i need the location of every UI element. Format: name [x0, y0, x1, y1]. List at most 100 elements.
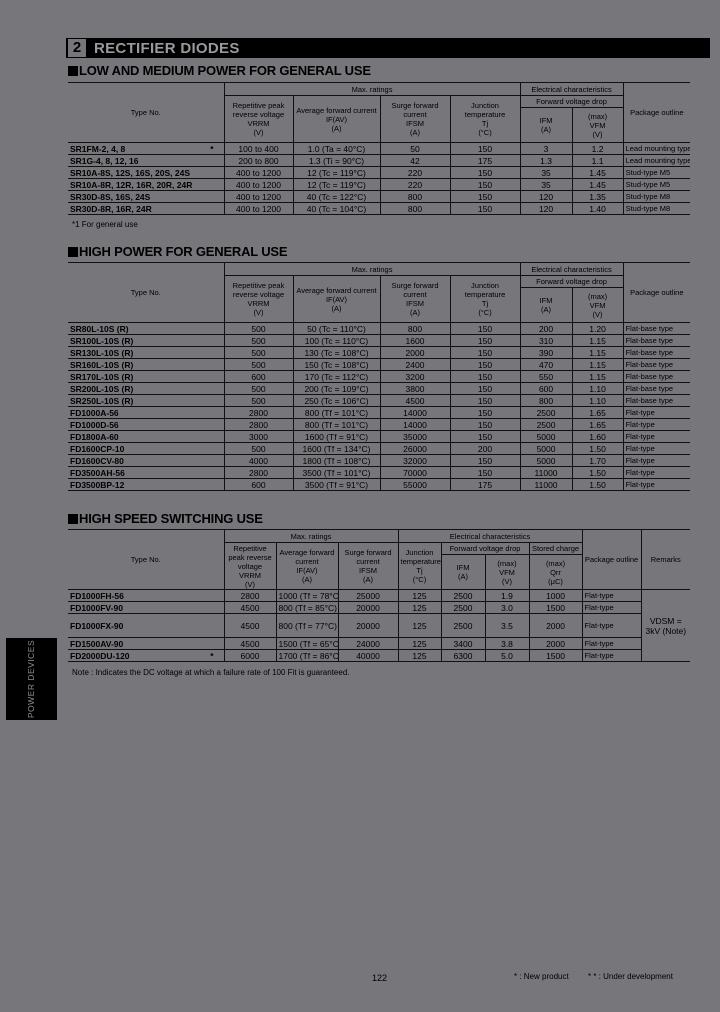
- type-number-cell: FD1800A-60: [68, 430, 225, 443]
- table-cell: 1.65: [571, 406, 624, 419]
- col-ifsm: Surge forward current: [344, 548, 392, 566]
- table-cell: 1.10: [571, 382, 624, 395]
- table-cell: 5000: [519, 454, 573, 467]
- ifsm-unit: (A): [363, 575, 373, 584]
- table-cell: 1.15: [571, 370, 624, 383]
- section-title-high-speed: HIGH SPEED SWITCHING USE: [68, 511, 263, 526]
- table-cell: 400 to 1200: [223, 202, 294, 215]
- vfm-symbol: VFM: [589, 300, 606, 310]
- table-cell: 4500: [223, 613, 277, 638]
- table-cell: 125: [397, 589, 442, 602]
- table-cell: 1.1: [571, 154, 624, 167]
- table-cell: 40000: [337, 649, 399, 662]
- type-number: SR250L-10S (R): [70, 395, 134, 406]
- table-cell: Flat-type: [622, 418, 691, 431]
- table-cell: 2800: [223, 418, 294, 431]
- table-cell: 1.20: [571, 322, 624, 335]
- table-cell: 800 (Tf = 77°C): [275, 613, 339, 638]
- table-cell: 12 (Tc = 119°C): [292, 178, 381, 191]
- table-cell: 1.35: [571, 190, 624, 203]
- table-cell: 800: [379, 202, 451, 215]
- table-cell: 150: [449, 382, 521, 395]
- type-number-cell: FD1500AV-90: [68, 637, 225, 650]
- table-cell: Flat-type: [622, 478, 691, 491]
- max-label: (max): [545, 558, 566, 568]
- col-tj: Junction temperature: [400, 548, 441, 566]
- table-cell: 3800: [379, 382, 451, 395]
- table-cell: 1.50: [571, 478, 624, 491]
- sidebar-tab: POWER DEVICES: [6, 638, 57, 720]
- new-product-star: *: [210, 650, 214, 661]
- table-row: FD2000DU-120 * 6000 1700 (Tf = 86°C) 40000 12…: [68, 649, 690, 662]
- table-cell: 3000: [223, 430, 294, 443]
- ifsm-unit: (A): [410, 308, 420, 317]
- col-remarks: Remarks: [640, 529, 691, 590]
- vrrm-unit: (V): [253, 308, 264, 317]
- type-number-cell: FD1000FX-90: [68, 613, 225, 638]
- table-cell: 1.50: [571, 442, 624, 455]
- table-cell: Flat-base type: [622, 370, 691, 383]
- table-cell: 3.5: [484, 613, 530, 638]
- table-cell: 20000: [337, 601, 399, 614]
- type-number: SR100L-10S (R): [70, 335, 134, 346]
- col-ifsm: Surge forward current: [391, 281, 439, 299]
- table-cell: 40 (Tc = 122°C): [292, 190, 381, 203]
- table-cell: 14000: [379, 418, 451, 431]
- table-cell: Flat-type: [581, 637, 642, 650]
- table-cell: 3.0: [484, 601, 530, 614]
- col-max-ratings: Max. ratings: [223, 82, 521, 96]
- table-row: FD1000A-56 2800 800 (Tf = 101°C) 14000 150 25…: [68, 406, 691, 419]
- table-cell: 2800: [223, 406, 294, 419]
- table-cell: 1500: [528, 649, 583, 662]
- table-cell: 800: [379, 322, 451, 335]
- col-ifav: Average forward current: [296, 285, 377, 295]
- qrr-symbol: Qrr: [550, 567, 561, 577]
- table-cell: Flat-type: [581, 589, 642, 602]
- type-number-cell: SR1FM-2, 4, 8 *: [68, 142, 225, 155]
- table-cell: Flat-base type: [622, 394, 691, 407]
- type-number: FD1000FH-56: [70, 590, 124, 601]
- table-cell: Flat-type: [622, 442, 691, 455]
- ifm-symbol: IFM: [456, 563, 470, 572]
- table-cell: 600: [223, 478, 294, 491]
- table-cell: 2800: [223, 589, 277, 602]
- table-cell: 70000: [379, 466, 451, 479]
- ifm-unit: (A): [541, 125, 552, 134]
- table-cell: 150: [449, 454, 521, 467]
- table-cell: 1.70: [571, 454, 624, 467]
- col-max-ratings: Max. ratings: [223, 262, 521, 276]
- type-number: FD1000FV-90: [70, 602, 123, 613]
- table-cell: 200 (Tc = 109°C): [292, 382, 381, 395]
- table-cell: 1600 (Tf = 91°C): [292, 430, 381, 443]
- chapter-title: RECTIFIER DIODES: [94, 39, 240, 57]
- type-number: FD1600CP-10: [70, 443, 125, 454]
- table-cell: 150: [449, 334, 521, 347]
- table-cell: 42: [379, 154, 451, 167]
- ifsm-symbol: IFSM: [406, 299, 424, 308]
- type-number: SR200L-10S (R): [70, 383, 134, 394]
- table-row: FD1000D-56 2800 800 (Tf = 101°C) 14000 150 25…: [68, 418, 691, 431]
- sidebar-tab-label: POWER DEVICES: [26, 639, 37, 719]
- table-cell: Flat-base type: [622, 346, 691, 359]
- table-cell: 800: [519, 394, 573, 407]
- table-cell: Lead mounting type: [622, 154, 691, 167]
- col-tj: Junction temperature: [464, 101, 506, 119]
- table-cell: 200: [449, 442, 521, 455]
- table-cell: 3: [519, 142, 573, 155]
- table-cell: 3400: [440, 637, 486, 650]
- table-cell: 120: [519, 190, 573, 203]
- table-cell: 220: [379, 178, 451, 191]
- type-number-cell: SR170L-10S (R): [68, 370, 225, 383]
- table-cell: 150: [449, 394, 521, 407]
- type-number-cell: FD3500AH-56: [68, 466, 225, 479]
- table-high-power: Type No. Max. ratings Electrical charact…: [68, 262, 691, 491]
- chapter-banner: 2 RECTIFIER DIODES: [66, 38, 710, 58]
- type-number: SR80L-10S (R): [70, 323, 129, 334]
- table-cell: 175: [449, 478, 521, 491]
- table-cell: 3200: [379, 370, 451, 383]
- table-row: SR100L-10S (R) 500 100 (Tc = 110°C) 1600 150…: [68, 334, 691, 347]
- table-cell: 120: [519, 202, 573, 215]
- type-number: SR1G-4, 8, 12, 16: [70, 155, 139, 166]
- type-number-cell: FD3500BP-12: [68, 478, 225, 491]
- table-row: FD1800A-60 3000 1600 (Tf = 91°C) 35000 150 50…: [68, 430, 691, 443]
